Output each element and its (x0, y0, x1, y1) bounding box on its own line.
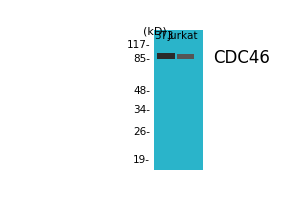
Text: CDC46: CDC46 (213, 49, 270, 67)
Bar (177, 54, 194, 59)
Text: Jurkat: Jurkat (168, 31, 198, 41)
Text: 85-: 85- (133, 54, 150, 64)
Text: 48-: 48- (133, 86, 150, 96)
Text: 117-: 117- (127, 40, 150, 50)
Text: 3T3: 3T3 (154, 31, 174, 41)
Text: 34-: 34- (133, 105, 150, 115)
Text: (kD): (kD) (143, 26, 167, 36)
Bar (154, 30, 202, 170)
Text: 19-: 19- (133, 155, 150, 165)
Text: 26-: 26- (133, 127, 150, 137)
Bar (157, 53, 175, 59)
